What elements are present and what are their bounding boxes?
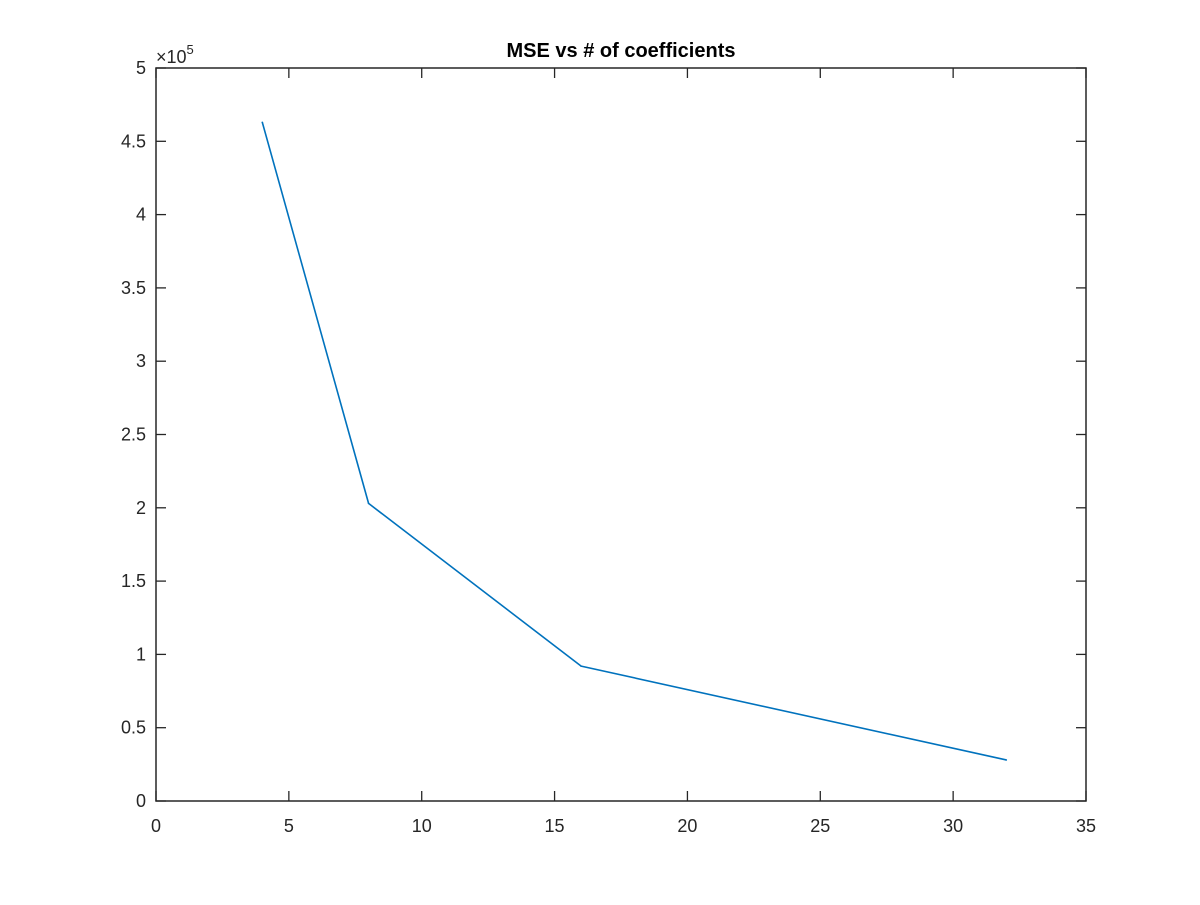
y-tick-label: 2.5 xyxy=(121,425,146,445)
x-tick-label: 20 xyxy=(677,816,697,836)
data-point xyxy=(367,502,370,505)
x-tick-label: 35 xyxy=(1076,816,1096,836)
y-tick-label: 5 xyxy=(136,58,146,78)
axis-tick-labels: 0 5 10 15 20 25 30 35 0 0.5 1 1.5 2 2.5 3 3.5 4 4.5 5 xyxy=(121,58,1096,836)
x-tick-label: 15 xyxy=(545,816,565,836)
plot-area-frame xyxy=(155,67,1087,802)
y-tick-label: 1 xyxy=(136,644,146,664)
y-tick-label: 4 xyxy=(136,205,146,225)
y-axis-exponent: ×105 xyxy=(156,42,194,67)
x-tick-label: 30 xyxy=(943,816,963,836)
x-tick-label: 5 xyxy=(284,816,294,836)
y-exponent-base: ×10 xyxy=(156,47,187,67)
data-point xyxy=(1005,759,1008,761)
y-tick-label: 3 xyxy=(136,351,146,371)
y-tick-label: 0 xyxy=(136,791,146,811)
y-tick-label: 0.5 xyxy=(121,718,146,738)
x-tick-label: 25 xyxy=(810,816,830,836)
y-tick-label: 2 xyxy=(136,498,146,518)
data-point xyxy=(580,665,582,667)
svg-text:×105: ×105 xyxy=(156,42,194,67)
series-line xyxy=(261,122,1007,761)
series-layer xyxy=(261,121,1008,761)
data-point xyxy=(261,121,264,124)
x-tick-label: 10 xyxy=(412,816,432,836)
y-tick-label: 3.5 xyxy=(121,278,146,298)
y-exponent-power: 5 xyxy=(187,42,194,57)
y-tick-label: 4.5 xyxy=(121,131,146,151)
y-tick-label: 1.5 xyxy=(121,571,146,591)
chart-title: MSE vs # of coefficients xyxy=(507,40,736,62)
x-tick-label: 0 xyxy=(151,816,161,836)
